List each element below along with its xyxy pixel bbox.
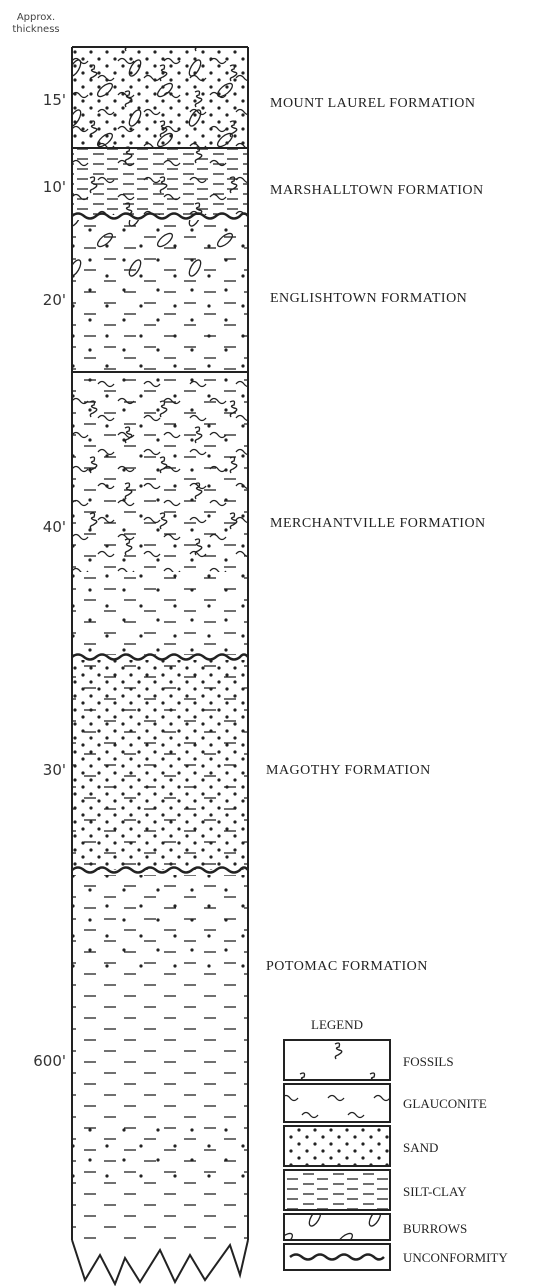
layer-fills — [72, 47, 248, 1240]
legend-swatches — [284, 1040, 390, 1270]
thickness: 600' — [33, 1052, 66, 1070]
thickness: 15' — [43, 91, 66, 109]
formation-name: POTOMAC FORMATION — [266, 959, 428, 974]
legend-label: FOSSILS — [403, 1054, 454, 1069]
thickness-header: thickness — [12, 24, 59, 35]
thickness-header: Approx. — [17, 12, 55, 23]
stratigraphic-column: Approx. thickness 15' 10' 20' 40' 30' 60… — [0, 0, 557, 1286]
legend-label: SILT-CLAY — [403, 1184, 467, 1199]
formation-name: MOUNT LAUREL FORMATION — [270, 96, 475, 111]
unconformity-line — [72, 655, 248, 660]
legend-label: GLAUCONITE — [403, 1096, 487, 1111]
legend-label: UNCONFORMITY — [403, 1250, 508, 1265]
page: Approx. thickness 15' 10' 20' 40' 30' 60… — [0, 0, 557, 1286]
formation-name: MARSHALLTOWN FORMATION — [270, 183, 484, 198]
legend-label: BURROWS — [403, 1221, 467, 1236]
legend-label: SAND — [403, 1140, 438, 1155]
formation-name: MAGOTHY FORMATION — [266, 763, 431, 778]
formation-name: MERCHANTVILLE FORMATION — [270, 516, 486, 531]
thickness: 30' — [43, 761, 66, 779]
legend-title: LEGEND — [311, 1017, 363, 1032]
thickness: 10' — [43, 178, 66, 196]
thickness: 20' — [43, 291, 66, 309]
unconformity-line — [290, 1255, 384, 1260]
formation-name: ENGLISHTOWN FORMATION — [270, 291, 467, 306]
thickness: 40' — [43, 518, 66, 536]
